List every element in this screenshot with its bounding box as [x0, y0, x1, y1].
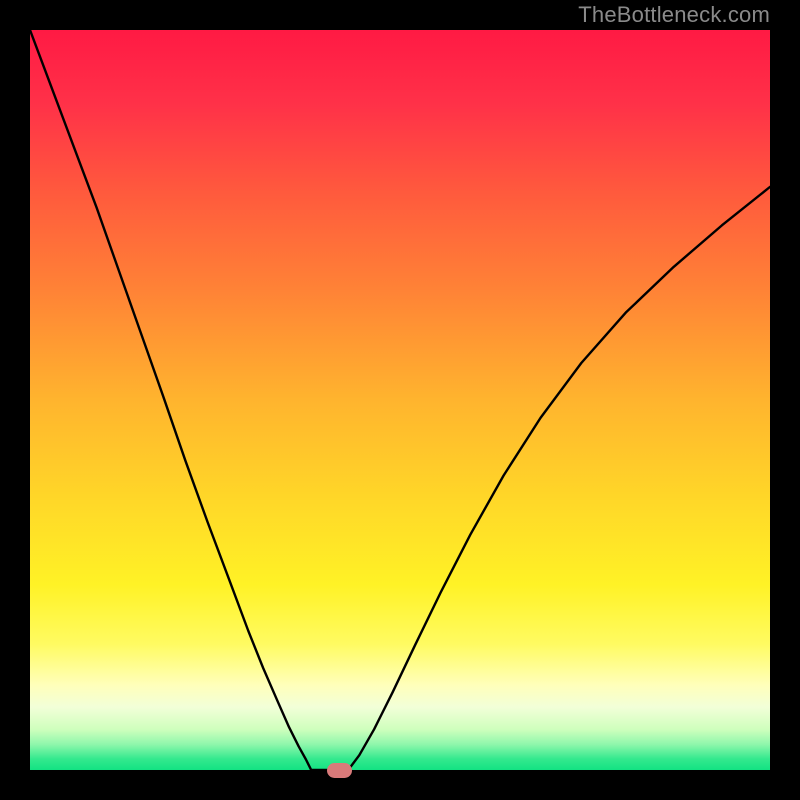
optimal-marker: [327, 763, 352, 778]
watermark-label: TheBottleneck.com: [578, 2, 770, 28]
plot-area: [30, 30, 770, 770]
bottleneck-curve: [30, 30, 770, 770]
chart-container: TheBottleneck.com: [0, 0, 800, 800]
